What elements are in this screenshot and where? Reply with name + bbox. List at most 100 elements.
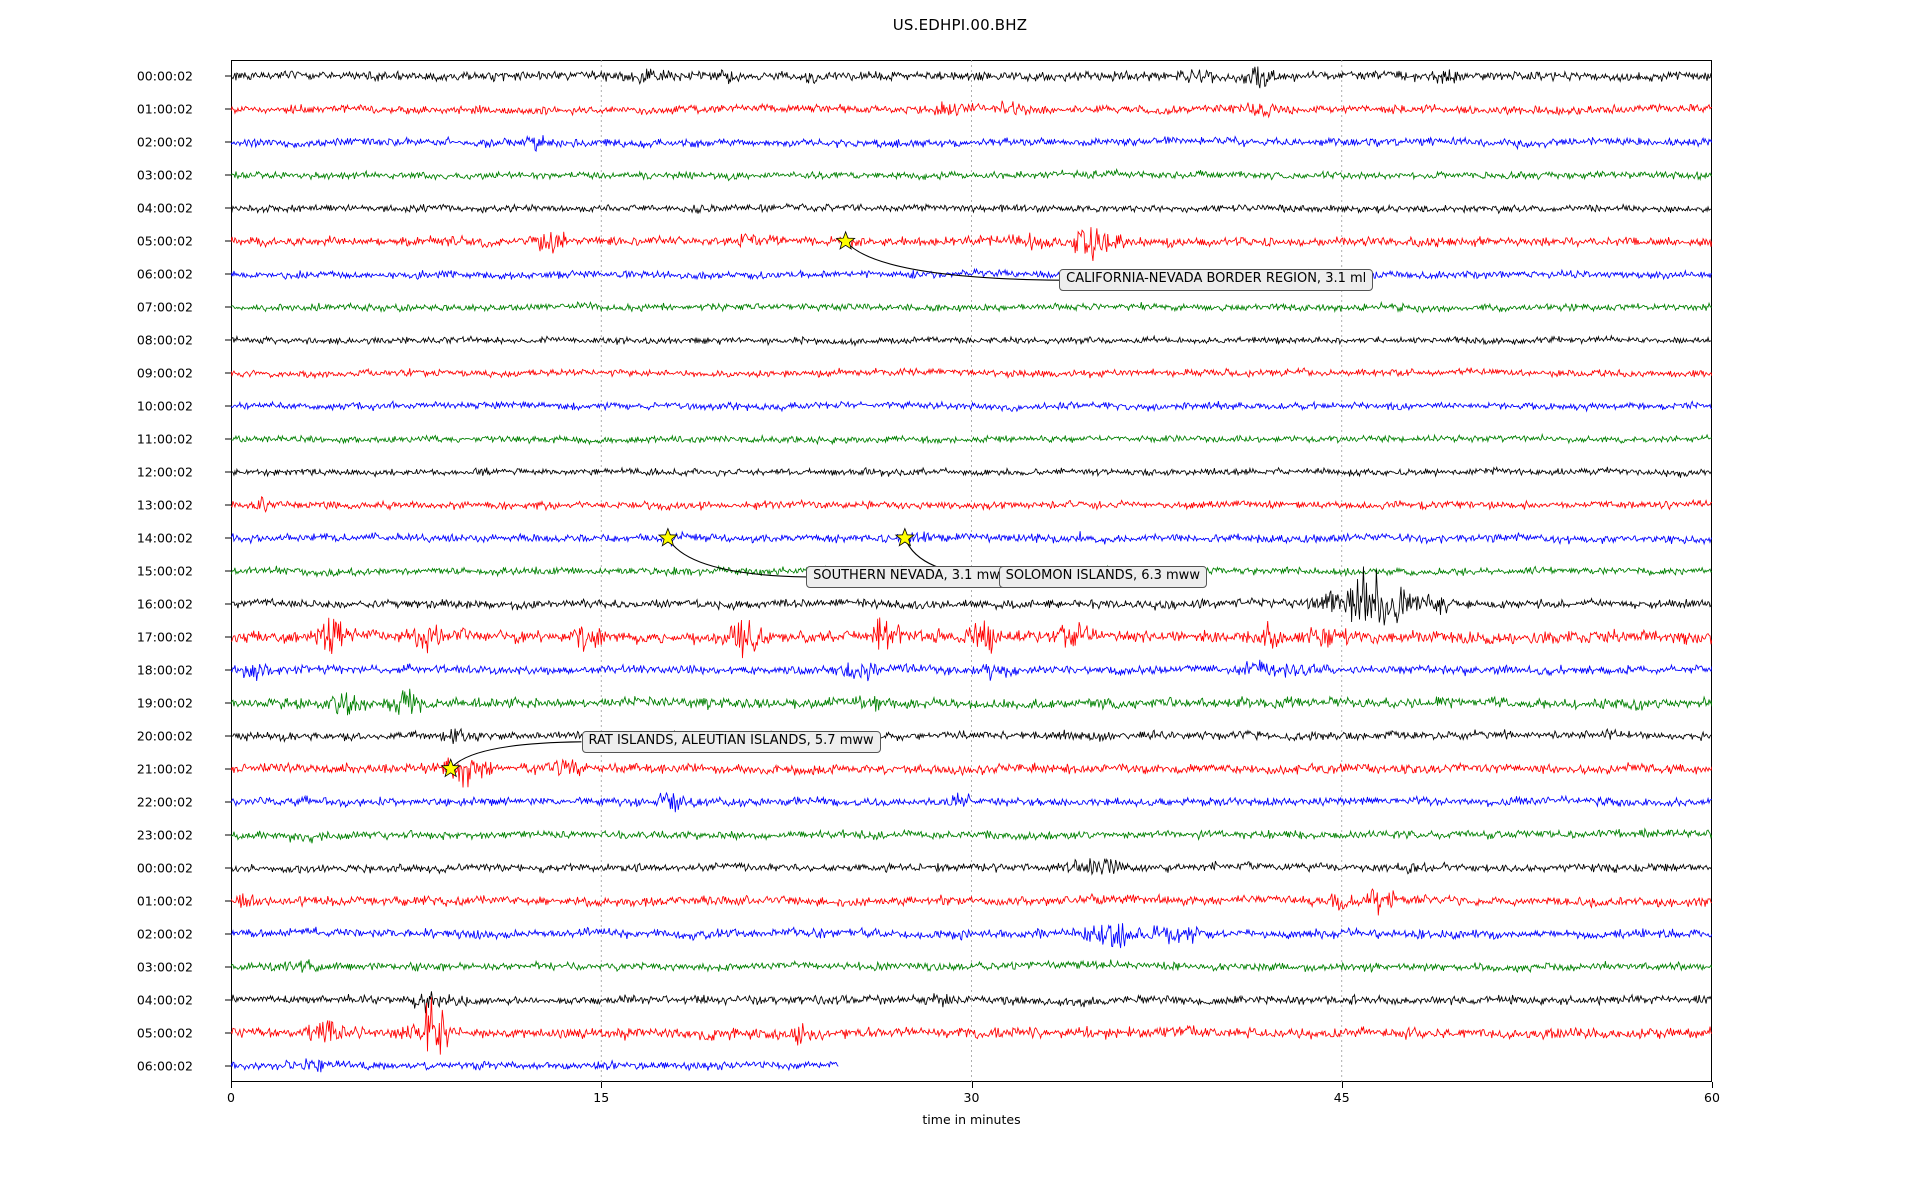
y-axis-tick-label: 06:00:02 — [136, 266, 193, 282]
event-annotation-label[interactable]: CALIFORNIA-NEVADA BORDER REGION, 3.1 ml — [1059, 269, 1374, 292]
y-axis-tick-mark — [225, 75, 231, 77]
y-axis-tick-label: 07:00:02 — [136, 299, 193, 315]
y-axis-tick-mark — [225, 273, 231, 275]
seismic-trace — [231, 168, 1712, 182]
y-axis-tick-mark — [225, 504, 231, 506]
y-axis-tick-label: 10:00:02 — [136, 398, 193, 414]
seismic-trace — [231, 827, 1712, 844]
seismic-trace — [231, 791, 1712, 813]
x-axis-tick-label: 15 — [593, 1090, 610, 1105]
seismic-trace — [231, 300, 1712, 314]
y-axis-tick-label: 16:00:02 — [136, 596, 193, 612]
y-axis-tick-label: 06:00:02 — [136, 1058, 193, 1074]
seismic-trace — [231, 267, 1712, 282]
y-axis-tick-mark — [225, 405, 231, 407]
y-axis-tick-label: 05:00:02 — [136, 1025, 193, 1041]
seismic-trace — [231, 334, 1712, 347]
x-axis-tick-label: 45 — [1333, 1090, 1350, 1105]
y-axis-tick-label: 02:00:02 — [136, 134, 193, 150]
x-axis-tick-mark — [231, 1082, 232, 1088]
y-axis-tick-label: 21:00:02 — [136, 761, 193, 777]
seismic-trace — [231, 997, 1712, 1055]
y-axis-tick-mark — [225, 768, 231, 770]
seismic-trace — [231, 617, 1712, 659]
seismic-trace — [231, 727, 1712, 744]
y-axis-tick-mark — [225, 207, 231, 209]
y-axis-tick-mark — [225, 471, 231, 473]
y-axis-tick-label: 01:00:02 — [136, 101, 193, 117]
seismic-trace — [231, 1058, 839, 1073]
seismic-trace — [231, 432, 1712, 446]
y-axis-tick-mark — [225, 438, 231, 440]
event-annotation-label[interactable]: SOLOMON ISLANDS, 6.3 mww — [998, 565, 1207, 588]
seismic-trace — [231, 66, 1712, 89]
y-axis-tick-label: 08:00:02 — [136, 332, 193, 348]
seismic-trace — [231, 659, 1712, 682]
x-axis-tick-mark — [971, 1082, 973, 1088]
y-axis-tick-label: 17:00:02 — [136, 629, 193, 645]
x-axis-tick-label: 60 — [1704, 1090, 1720, 1105]
seismic-trace — [231, 366, 1712, 380]
y-axis-tick-label: 11:00:02 — [136, 431, 193, 447]
seismic-trace — [231, 757, 1712, 788]
y-axis-tick-mark — [225, 834, 231, 836]
y-axis-tick-label: 03:00:02 — [136, 959, 193, 975]
event-star-marker[interactable] — [657, 527, 679, 547]
seismic-trace — [231, 202, 1712, 215]
seismic-trace — [231, 888, 1712, 916]
event-annotation-label[interactable]: SOUTHERN NEVADA, 3.1 mw — [806, 565, 1007, 588]
y-axis-tick-mark — [225, 141, 231, 143]
seismic-trace — [231, 400, 1712, 413]
seismic-trace — [231, 227, 1712, 262]
y-axis-tick-label: 00:00:02 — [136, 860, 193, 876]
y-axis-tick-label: 15:00:02 — [136, 563, 193, 579]
event-star-marker[interactable] — [835, 230, 856, 250]
seismic-trace — [231, 959, 1712, 974]
y-axis-tick-mark — [225, 372, 231, 374]
y-axis-tick-mark — [225, 669, 231, 671]
event-leader-line — [845, 240, 1060, 281]
y-axis-tick-label: 00:00:02 — [136, 68, 193, 84]
x-axis-tick-label: 30 — [963, 1090, 980, 1105]
y-axis-tick-label: 02:00:02 — [136, 926, 193, 942]
event-annotation-label[interactable]: RAT ISLANDS, ALEUTIAN ISLANDS, 5.7 mww — [581, 730, 881, 753]
seismic-trace — [231, 134, 1712, 152]
y-axis-tick-mark — [225, 306, 231, 308]
seismic-trace — [231, 858, 1712, 876]
y-axis-tick-label: 04:00:02 — [136, 992, 193, 1008]
seismic-trace — [231, 100, 1712, 119]
y-axis-tick-label: 20:00:02 — [136, 728, 193, 744]
y-axis-tick-mark — [225, 867, 231, 869]
event-star-marker[interactable] — [894, 527, 915, 547]
y-axis-tick-label: 03:00:02 — [136, 167, 193, 183]
x-axis-tick-mark — [1712, 1082, 1713, 1088]
event-leader-line — [450, 741, 582, 770]
y-axis-tick-label: 13:00:02 — [136, 497, 193, 513]
y-axis-tick-mark — [225, 240, 231, 242]
y-axis-tick-mark — [225, 1065, 231, 1067]
seismic-trace — [231, 923, 1712, 949]
seismic-trace — [231, 566, 1712, 626]
y-axis-tick-label: 19:00:02 — [136, 695, 193, 711]
y-axis-tick-mark — [225, 966, 231, 968]
y-axis-tick-label: 18:00:02 — [136, 662, 193, 678]
x-axis-tick-label: 0 — [227, 1090, 235, 1105]
y-axis-tick-mark — [225, 735, 231, 737]
y-axis-tick-label: 01:00:02 — [136, 893, 193, 909]
seismic-trace — [231, 530, 1712, 547]
y-axis-tick-mark — [225, 801, 231, 803]
x-axis-title: time in minutes — [922, 1112, 1021, 1127]
y-axis-tick-mark — [225, 999, 231, 1001]
y-axis-tick-label: 05:00:02 — [136, 233, 193, 249]
y-axis-tick-label: 04:00:02 — [136, 200, 193, 216]
event-star-marker[interactable] — [440, 758, 461, 778]
y-axis-tick-mark — [225, 339, 231, 341]
y-axis-tick-label: 12:00:02 — [136, 464, 193, 480]
y-axis-tick-mark — [225, 537, 231, 539]
seismic-trace — [231, 688, 1712, 716]
y-axis-tick-mark — [225, 933, 231, 935]
event-leader-line — [667, 537, 807, 578]
y-axis-tick-mark — [225, 108, 231, 110]
y-axis-tick-mark — [225, 900, 231, 902]
y-axis-tick-mark — [225, 1032, 231, 1034]
